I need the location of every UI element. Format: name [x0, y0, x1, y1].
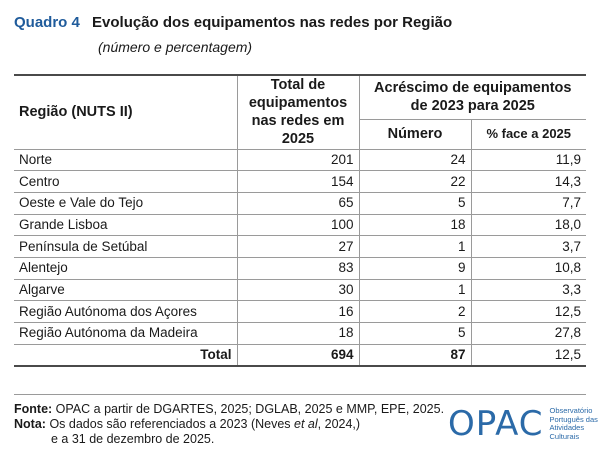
logo-subtitle: Observatório Português das Atividades Cu… [549, 406, 598, 441]
region-cell: Grande Lisboa [14, 214, 238, 237]
total-cell: 27 [237, 235, 360, 258]
percent-cell: 7,7 [471, 192, 586, 215]
percent-cell: 11,9 [471, 149, 586, 172]
footer-divider [14, 394, 586, 395]
header-region: Região (NUTS II) [14, 74, 238, 150]
header-percent: % face a 2025 [471, 119, 586, 150]
total-cell: 201 [237, 149, 360, 172]
table-footnote: Fonte: OPAC a partir de DGARTES, 2025; D… [14, 402, 444, 447]
table-row: Oeste e Vale do Tejo 65 5 7,7 [14, 192, 586, 215]
table-row: Norte 201 24 11,9 [14, 149, 586, 172]
total-cell: 18 [237, 322, 360, 345]
total-cell: 83 [237, 257, 360, 280]
table-row: Algarve 30 1 3,3 [14, 279, 586, 302]
percent-cell: 12,5 [471, 344, 586, 367]
number-cell: 18 [359, 214, 472, 237]
region-cell: Região Autónoma dos Açores [14, 300, 238, 323]
table-subtitle: (número e percentagem) [98, 39, 253, 55]
note-line-continued: e a 31 de dezembro de 2025. [51, 432, 215, 446]
region-cell: Algarve [14, 279, 238, 302]
percent-cell: 27,8 [471, 322, 586, 345]
table-row: Península de Setúbal 27 1 3,7 [14, 235, 586, 258]
table-number: Quadro 4 [14, 14, 80, 31]
total-cell: 16 [237, 300, 360, 323]
table-row: Grande Lisboa 100 18 18,0 [14, 214, 586, 237]
table-heading: Evolução dos equipamentos nas redes por … [92, 14, 453, 31]
header-number: Número [359, 119, 472, 150]
percent-cell: 18,0 [471, 214, 586, 237]
header-total: Total de equipamentos nas redes em 2025 [237, 74, 360, 150]
percent-cell: 10,8 [471, 257, 586, 280]
region-cell: Oeste e Vale do Tejo [14, 192, 238, 215]
number-cell: 9 [359, 257, 472, 280]
table-row: Centro 154 22 14,3 [14, 170, 586, 193]
percent-cell: 12,5 [471, 300, 586, 323]
percent-cell: 14,3 [471, 170, 586, 193]
region-cell: Norte [14, 149, 238, 172]
number-cell: 24 [359, 149, 472, 172]
total-cell: 154 [237, 170, 360, 193]
number-cell: 87 [359, 344, 472, 367]
logo-wordmark: OPAC [448, 404, 544, 444]
number-cell: 5 [359, 322, 472, 345]
region-cell: Centro [14, 170, 238, 193]
number-cell: 1 [359, 235, 472, 258]
number-cell: 22 [359, 170, 472, 193]
total-cell: 100 [237, 214, 360, 237]
number-cell: 5 [359, 192, 472, 215]
opac-logo: OPAC Observatório Português das Atividad… [448, 404, 600, 444]
region-cell: Península de Setúbal [14, 235, 238, 258]
percent-cell: 3,7 [471, 235, 586, 258]
table-row: Alentejo 83 9 10,8 [14, 257, 586, 280]
note-line: Nota: Os dados são referenciados a 2023 … [14, 417, 361, 431]
percent-cell: 3,3 [471, 279, 586, 302]
header-increase: Acréscimo de equipamentos de 2023 para 2… [359, 74, 586, 120]
total-cell: 65 [237, 192, 360, 215]
number-cell: 2 [359, 300, 472, 323]
number-cell: 1 [359, 279, 472, 302]
table-title: Quadro 4 Evolução dos equipamentos nas r… [14, 14, 452, 31]
total-cell: 694 [237, 344, 360, 367]
source-line: Fonte: OPAC a partir de DGARTES, 2025; D… [14, 402, 445, 416]
table-row: Região Autónoma da Madeira 18 5 27,8 [14, 322, 586, 345]
region-cell: Alentejo [14, 257, 238, 280]
total-label-cell: Total [14, 344, 238, 367]
region-cell: Região Autónoma da Madeira [14, 322, 238, 345]
total-cell: 30 [237, 279, 360, 302]
data-table: Região (NUTS II) Total de equipamentos n… [14, 74, 586, 367]
table-row: Região Autónoma dos Açores 16 2 12,5 [14, 300, 586, 323]
table-total-row: Total 694 87 12,5 [14, 344, 586, 367]
